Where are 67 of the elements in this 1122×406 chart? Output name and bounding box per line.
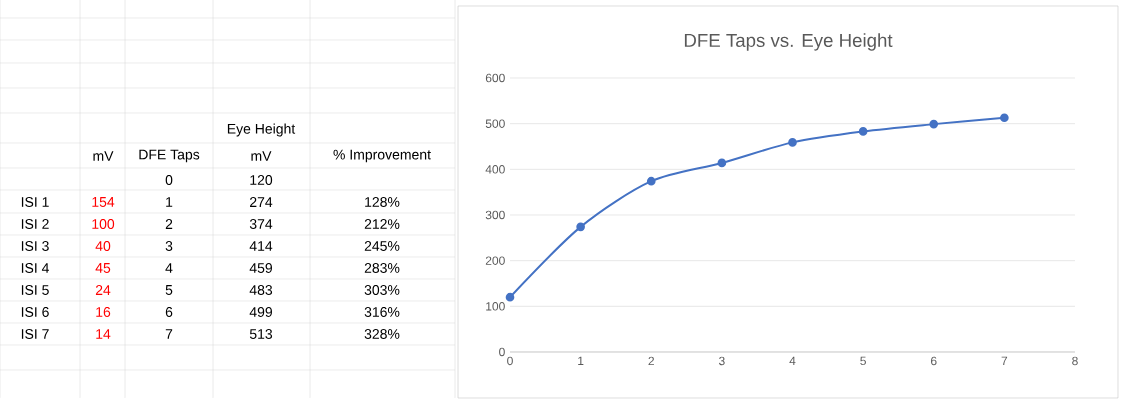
- text: 120: [250, 175, 273, 185]
- point: [717, 158, 727, 168]
- text: 3: [165, 241, 173, 251]
- text: 7: [165, 329, 173, 339]
- text: ISI 3: [21, 241, 49, 251]
- text: ISI 2: [21, 219, 49, 229]
- text: 374: [249, 219, 273, 229]
- y-tick-label: 200: [485, 256, 505, 265]
- point: [576, 222, 585, 232]
- y-tick-label: 600: [485, 73, 505, 83]
- text: mV: [251, 151, 272, 161]
- x-tick-label: 0: [507, 356, 513, 366]
- text: ISI 5: [21, 285, 49, 295]
- y-tick-label: 500: [485, 119, 505, 128]
- text: 328%: [364, 329, 400, 339]
- text: 316%: [364, 307, 400, 317]
- x-tick-label: 7: [1001, 356, 1008, 365]
- x-tick-label: 3: [719, 356, 725, 366]
- x-tick-label: 8: [1072, 356, 1078, 366]
- text: 0: [165, 175, 173, 185]
- text: ISI 4: [21, 263, 49, 273]
- text: ISI 1: [21, 197, 49, 207]
- text: 24: [95, 285, 111, 295]
- text: 283%: [364, 263, 400, 273]
- point: [646, 176, 656, 186]
- text: 414: [249, 241, 273, 251]
- text: ISI 7: [21, 329, 49, 339]
- x-tick-label: 6: [931, 356, 937, 366]
- text: 2: [165, 219, 173, 229]
- text: 513: [249, 329, 273, 339]
- text: 16: [96, 307, 111, 317]
- text: 14: [96, 329, 111, 339]
- y-tick-label: 400: [485, 165, 505, 174]
- text: 45: [95, 263, 111, 273]
- point: [505, 292, 515, 302]
- chart-title: DFE Taps vs. Eye Height: [684, 33, 893, 51]
- text: 4: [165, 263, 173, 273]
- text: Eye Height: [227, 123, 296, 137]
- text: % Improvement: [333, 149, 431, 163]
- text: 245%: [364, 241, 400, 251]
- point: [858, 127, 868, 136]
- text: 6: [165, 307, 173, 317]
- text: 5: [165, 285, 173, 295]
- text: 128%: [365, 197, 400, 207]
- text: 212%: [364, 219, 400, 229]
- text: 274: [250, 197, 273, 207]
- text: 154: [92, 197, 115, 207]
- text: 100: [92, 219, 115, 229]
- text: 303%: [364, 285, 400, 295]
- text: 1: [166, 197, 173, 207]
- point: [788, 138, 797, 147]
- x-tick-label: 4: [789, 356, 796, 365]
- y-tick-label: 100: [486, 302, 505, 311]
- point: [929, 119, 939, 129]
- y-tick-label: 0: [499, 347, 505, 357]
- x-tick-label: 1: [578, 356, 584, 365]
- point: [1000, 113, 1009, 123]
- x-tick-label: 2: [648, 356, 654, 366]
- text: ISI 6: [21, 307, 49, 317]
- text: DFE Taps: [139, 149, 200, 163]
- text: mV: [93, 151, 114, 161]
- x-tick-label: 5: [860, 356, 866, 366]
- text: 499: [249, 307, 273, 317]
- y-tick-label: 300: [485, 210, 505, 220]
- text: 40: [95, 241, 111, 251]
- text: 459: [249, 263, 273, 273]
- text: 483: [249, 285, 273, 295]
